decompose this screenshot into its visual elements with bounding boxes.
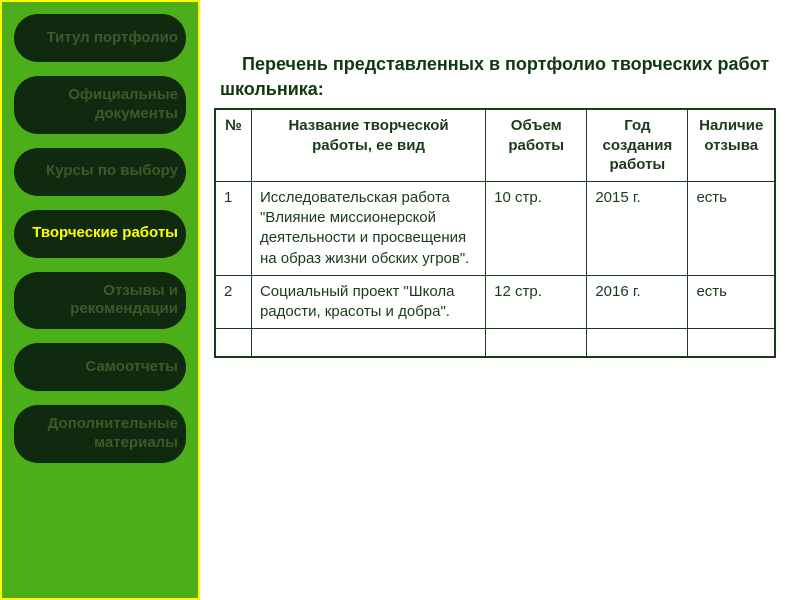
col-review: Наличие отзыва — [688, 109, 775, 181]
cell-vol: 10 стр. — [486, 181, 587, 275]
nav-label: Самоотчеты — [22, 358, 178, 377]
cell-name — [251, 329, 485, 357]
nav-creative-works[interactable]: Творческие работы — [14, 210, 186, 258]
cell-name: Исследовательская работа "Влияние миссио… — [251, 181, 485, 275]
cell-year — [587, 329, 688, 357]
cell-review: есть — [688, 181, 775, 275]
table-header-row: № Название творческой работы, ее вид Объ… — [215, 109, 775, 181]
nav-additional-materials[interactable]: Дополнительные материалы — [14, 405, 186, 463]
nav-official-docs[interactable]: Официальные документы — [14, 76, 186, 134]
cell-num — [215, 329, 251, 357]
nav-label: Титул портфолио — [22, 29, 178, 48]
table-row: 1 Исследовательская работа "Влияние мисс… — [215, 181, 775, 275]
nav-label: Курсы по выбору — [22, 162, 178, 181]
cell-num: 2 — [215, 275, 251, 329]
cell-num: 1 — [215, 181, 251, 275]
col-volume: Объем работы — [486, 109, 587, 181]
page-heading: Перечень представленных в портфолио твор… — [214, 52, 776, 102]
nav-self-reports[interactable]: Самоотчеты — [14, 343, 186, 391]
cell-vol: 12 стр. — [486, 275, 587, 329]
nav-reviews[interactable]: Отзывы и рекомендации — [14, 272, 186, 330]
col-year: Год создания работы — [587, 109, 688, 181]
cell-name: Социальный проект "Школа радости, красот… — [251, 275, 485, 329]
nav-label: Официальные документы — [22, 86, 178, 124]
cell-year: 2015 г. — [587, 181, 688, 275]
cell-vol — [486, 329, 587, 357]
nav-label: Творческие работы — [22, 224, 178, 243]
nav-title-portfolio[interactable]: Титул портфолио — [14, 14, 186, 62]
sidebar: Титул портфолио Официальные документы Ку… — [0, 0, 200, 600]
nav-label: Отзывы и рекомендации — [22, 282, 178, 320]
content-area: Перечень представленных в портфолио твор… — [200, 0, 800, 600]
nav-elective-courses[interactable]: Курсы по выбору — [14, 148, 186, 196]
cell-year: 2016 г. — [587, 275, 688, 329]
table-row: 2 Социальный проект "Школа радости, крас… — [215, 275, 775, 329]
works-table: № Название творческой работы, ее вид Объ… — [214, 108, 776, 358]
cell-review — [688, 329, 775, 357]
cell-review: есть — [688, 275, 775, 329]
table-row-empty — [215, 329, 775, 357]
col-number: № — [215, 109, 251, 181]
nav-label: Дополнительные материалы — [22, 415, 178, 453]
col-name: Название творческой работы, ее вид — [251, 109, 485, 181]
